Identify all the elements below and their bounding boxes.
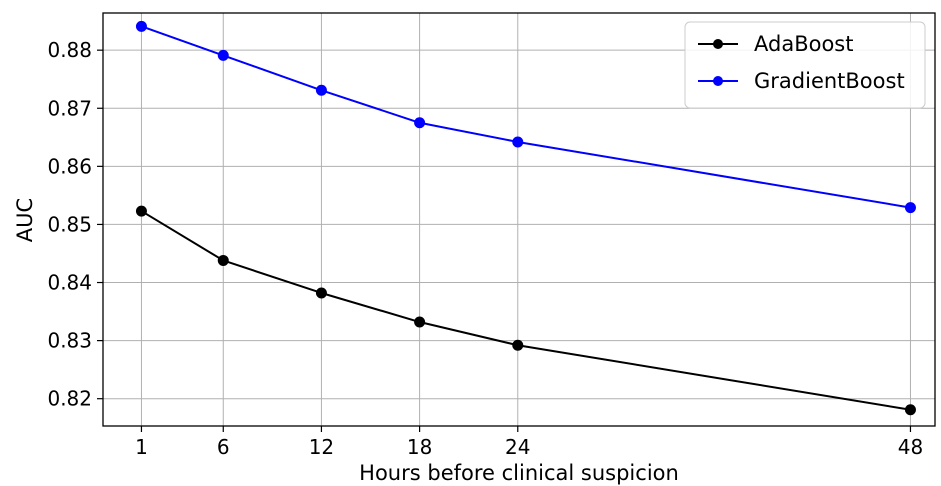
- y-axis-title: AUC: [13, 198, 37, 242]
- data-point-adaboost: [135, 205, 147, 217]
- data-point-adaboost: [904, 404, 916, 416]
- x-axis: 1 6 12 18 24 48: [135, 426, 923, 459]
- x-tick-label: 24: [505, 435, 530, 459]
- data-point-adaboost: [217, 254, 229, 266]
- legend-label-adaboost: AdaBoost: [754, 32, 853, 56]
- y-tick-label: 0.82: [47, 387, 92, 411]
- y-tick-label: 0.84: [47, 271, 92, 295]
- data-point-gradientboost: [315, 84, 327, 96]
- legend-box: [684, 21, 926, 109]
- data-point-gradientboost: [904, 202, 916, 214]
- x-tick-label: 18: [407, 435, 432, 459]
- data-point-adaboost: [512, 339, 524, 351]
- data-point-adaboost: [414, 316, 426, 328]
- y-tick-label: 0.88: [47, 38, 92, 62]
- series-layer: [135, 20, 916, 416]
- legend: AdaBoost GradientBoost: [684, 21, 926, 109]
- data-point-gradientboost: [135, 20, 147, 32]
- x-tick-label: 48: [898, 435, 923, 459]
- grid: [103, 13, 935, 426]
- plot-frame: [102, 12, 936, 427]
- data-point-gradientboost: [512, 136, 524, 148]
- data-point-gradientboost: [414, 117, 426, 129]
- data-point-adaboost: [315, 287, 327, 299]
- y-tick-label: 0.87: [47, 96, 92, 120]
- x-tick-label: 12: [309, 435, 334, 459]
- y-tick-label: 0.85: [47, 212, 92, 236]
- x-axis-title: Hours before clinical suspicion: [359, 461, 679, 485]
- series-line-adaboost: [140, 210, 911, 411]
- y-tick-label: 0.86: [47, 154, 92, 178]
- data-point-gradientboost: [217, 49, 229, 61]
- legend-label-gradientboost: GradientBoost: [754, 69, 905, 93]
- legend-marker-gradientboost: [713, 76, 723, 86]
- x-tick-label: 6: [217, 435, 230, 459]
- y-tick-label: 0.83: [47, 329, 92, 353]
- series-line-gradientboost: [141, 25, 911, 209]
- legend-marker-adaboost: [713, 39, 723, 49]
- y-axis: 0.82 0.83 0.84 0.85 0.86 0.87 0.88: [47, 38, 103, 411]
- x-tick-label: 1: [135, 435, 148, 459]
